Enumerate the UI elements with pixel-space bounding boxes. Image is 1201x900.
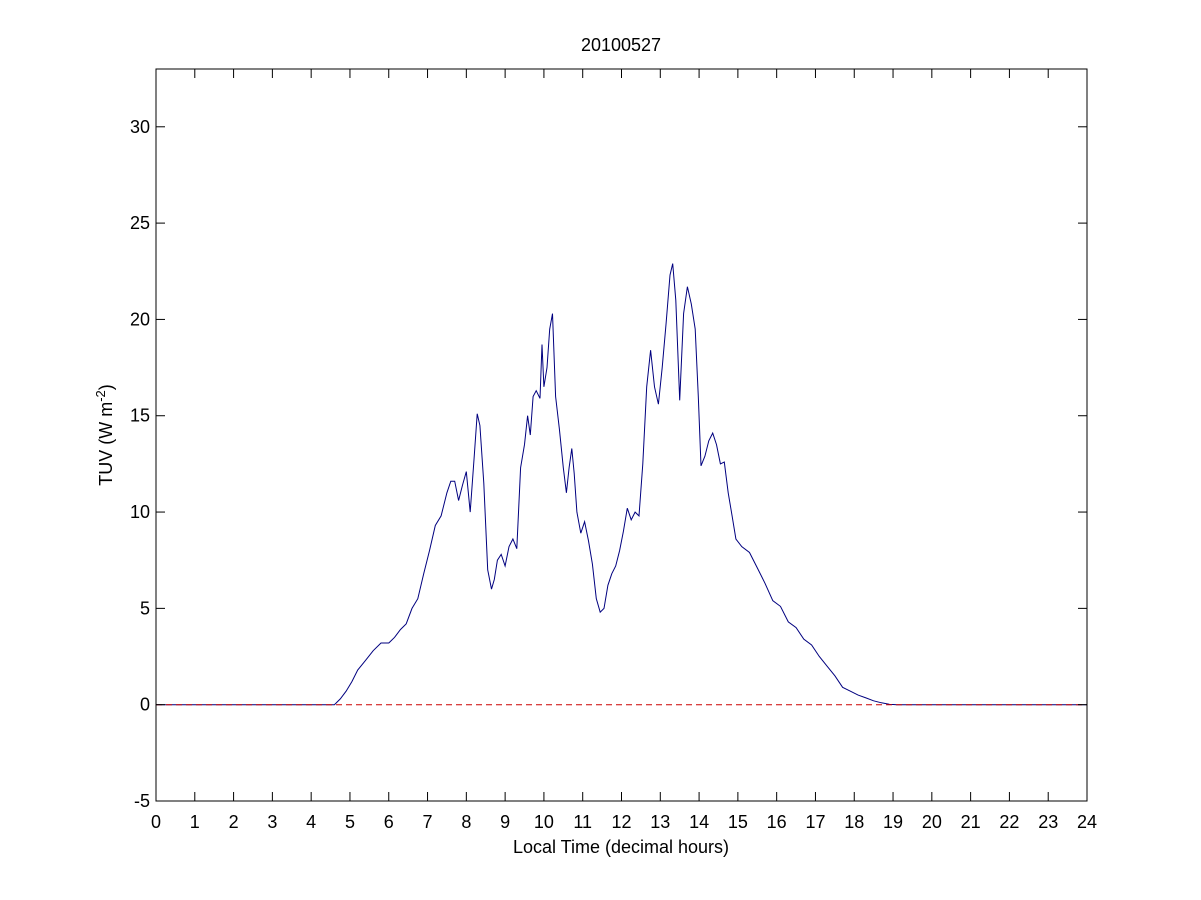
x-tick-label: 10 — [534, 812, 554, 832]
x-axis-title: Local Time (decimal hours) — [513, 837, 729, 857]
y-axis-title-close: ) — [96, 384, 116, 390]
x-tick-label: 21 — [961, 812, 981, 832]
x-tick-label: 13 — [650, 812, 670, 832]
x-tick-label: 7 — [423, 812, 433, 832]
y-tick-label: 0 — [140, 695, 150, 715]
x-tick-label: 15 — [728, 812, 748, 832]
x-tick-label: 23 — [1038, 812, 1058, 832]
x-tick-labels: 0 1 2 3 4 5 6 7 8 9 10 11 12 13 14 15 16 17 18 19 20 21 22 23 24 — [151, 812, 1097, 832]
x-tick-label: 3 — [267, 812, 277, 832]
x-tick-label: 9 — [500, 812, 510, 832]
y-axis-title: TUV (W m-2) — [93, 384, 116, 486]
y-tick-label: 20 — [130, 309, 150, 329]
plot-background — [156, 69, 1087, 801]
y-tick-label: 5 — [140, 598, 150, 618]
x-tick-label: 6 — [384, 812, 394, 832]
x-tick-label: 20 — [922, 812, 942, 832]
x-tick-label: 2 — [229, 812, 239, 832]
y-axis-title-base: TUV (W m — [96, 402, 116, 486]
x-tick-label: 12 — [611, 812, 631, 832]
x-tick-label: 4 — [306, 812, 316, 832]
x-tick-label: 14 — [689, 812, 709, 832]
y-axis-title-superscript: -2 — [93, 390, 108, 402]
series-layer — [156, 263, 1087, 706]
y-tick-labels: -5 0 5 10 15 20 25 30 — [130, 117, 150, 811]
y-tick-label: 25 — [130, 213, 150, 233]
chart-title: 20100527 — [581, 35, 661, 55]
x-tick-label: 17 — [805, 812, 825, 832]
x-tick-label: 8 — [461, 812, 471, 832]
y-tick-label: 10 — [130, 502, 150, 522]
x-tick-label: 24 — [1077, 812, 1097, 832]
x-tick-label: 19 — [883, 812, 903, 832]
series-line-0 — [156, 263, 1087, 706]
x-tick-label: 16 — [767, 812, 787, 832]
y-tick-label: 15 — [130, 406, 150, 426]
plot-frame — [155, 68, 1088, 802]
tick-layer — [155, 69, 1088, 802]
x-tick-label: 18 — [844, 812, 864, 832]
x-tick-label: 22 — [999, 812, 1019, 832]
y-tick-label: -5 — [134, 791, 150, 811]
x-tick-label: 0 — [151, 812, 161, 832]
y-tick-label: 30 — [130, 117, 150, 137]
x-tick-label: 11 — [573, 812, 592, 832]
x-tick-label: 1 — [190, 812, 200, 832]
x-tick-label: 5 — [345, 812, 355, 832]
